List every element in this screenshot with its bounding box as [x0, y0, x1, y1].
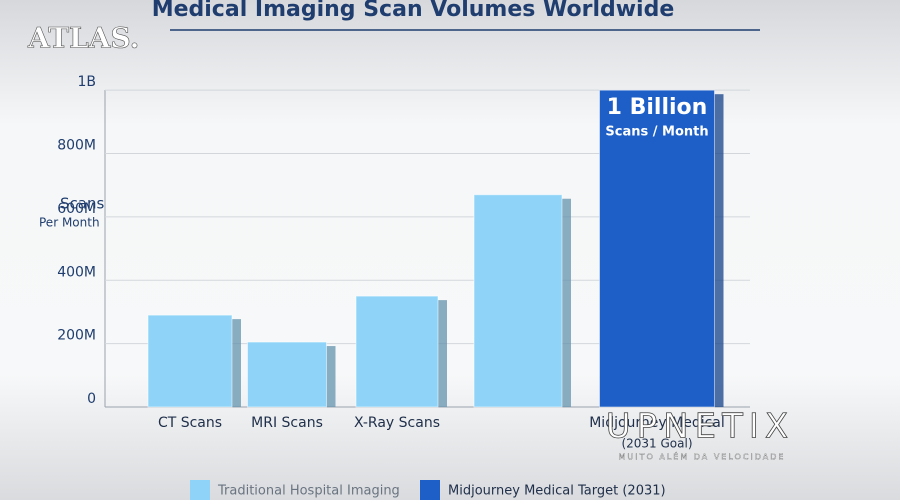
value-label: 1 Billion [607, 95, 708, 120]
chart-title: Medical Imaging Scan Volumes Worldwide [152, 0, 675, 22]
plot-area: 0 200M 400M 600M 800M 1B CT Scans MRI Scans X-Ra… [57, 74, 750, 500]
bar [247, 341, 327, 408]
bar-side [326, 346, 336, 407]
watermark-brand: UPNETIX [606, 407, 794, 447]
bar [599, 89, 715, 408]
annotation: Scans / Month [605, 125, 708, 140]
y-tick-label: 400M [57, 264, 96, 280]
x-tick-label: MRI Scans [251, 415, 323, 431]
y-tick-label: 600M [57, 201, 96, 217]
legend-label: Midjourney Medical Target (2031) [448, 484, 666, 499]
bar [355, 295, 439, 408]
bar-side [714, 94, 724, 408]
bar [147, 314, 233, 408]
y-tick-label: 0 [87, 391, 96, 407]
x-tick-label: CT Scans [158, 415, 222, 431]
watermark-tagline: MUITO ALÉM DA VELOCIDADE [619, 451, 786, 462]
watermark-logo: ATLAS. [27, 22, 139, 55]
bar [473, 194, 563, 408]
legend-label: Traditional Hospital Imaging [217, 484, 400, 499]
bar-side [562, 198, 571, 407]
bar-side [232, 319, 241, 407]
y-axis-label: Scans [60, 195, 104, 213]
y-tick-label: 800M [57, 138, 96, 154]
y-tick-label: 200M [57, 328, 96, 344]
x-tick-sublabel: (2031 Goal) [621, 437, 692, 451]
bar-side [438, 300, 447, 407]
x-tick-label: X-Ray Scans [354, 415, 440, 431]
legend-swatch [420, 480, 440, 500]
x-tick-label: Midjourney Medical [589, 415, 725, 431]
y-axis-sublabel: Per Month [39, 216, 100, 230]
y-tick-label: 1B [77, 74, 96, 90]
legend-swatch [190, 480, 210, 500]
